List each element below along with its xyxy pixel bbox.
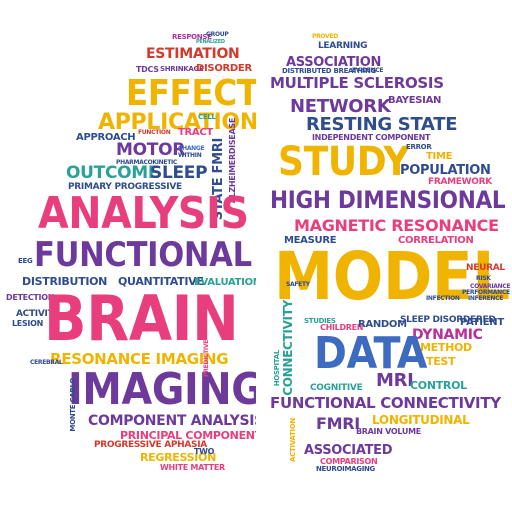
word-hospital: HOSPITAL [274, 350, 281, 386]
word-estimation: ESTIMATION [146, 47, 239, 61]
word-component-analysis: COMPONENT ANALYSIS [88, 414, 256, 428]
word-function: FUNCTION [138, 130, 170, 136]
word-sleep: SLEEP [150, 165, 207, 182]
word-imaging: IMAGING [68, 368, 256, 412]
word-population: POPULATION [400, 164, 491, 177]
word-tract: TRACT [178, 128, 213, 138]
left-hemisphere: RESPONSE GROUP PENALIZED ESTIMATION TDCS… [0, 0, 256, 512]
word-activation: ACTIVATION [290, 418, 297, 462]
word-test: TEST [426, 356, 455, 367]
word-associated: ASSOCIATED [304, 444, 392, 457]
word-neural: NEURAL [466, 264, 505, 273]
word-error: ERROR [406, 144, 431, 151]
word-outcome: OUTCOME [66, 165, 159, 182]
word-effect: EFFECT [126, 76, 256, 112]
word-fmri: FMRI [316, 416, 360, 432]
word-progressive-aphasia: PROGRESSIVE APHASIA [94, 441, 207, 450]
word-cell: CELL [198, 114, 216, 121]
word-penalized: PENALIZED [196, 40, 225, 45]
word-functional: FUNCTIONAL [34, 238, 252, 272]
word-cognitive: COGNITIVE [310, 384, 362, 393]
word-inference: INFERENCE [468, 296, 503, 302]
word-predictive: PREDICTIVE [204, 340, 210, 377]
word-group: GROUP [206, 32, 228, 38]
word-connectivity-vertical: CONNECTIVITY [282, 300, 294, 396]
word-white-matter: WHITE MATTER [160, 464, 225, 472]
word-multiple-sclerosis: MULTIPLE SCLEROSIS [270, 76, 444, 91]
word-lesion: LESION [12, 320, 43, 328]
word-analysis: ANALYSIS [38, 192, 249, 236]
word-method: METHOD [420, 342, 472, 353]
word-control: CONTROL [410, 380, 467, 391]
word-study: STUDY [278, 142, 409, 182]
word-longitudinal: LONGITUDINAL [372, 414, 470, 426]
right-hemisphere: PROVED LEARNING ASSOCIATION DISTRIBUTED … [256, 0, 512, 512]
word-magnetic-resonance: MAGNETIC RESONANCE [294, 218, 499, 234]
word-safety: SAFETY [286, 282, 310, 288]
word-monte-carlo: MONTE CARLO [70, 378, 77, 432]
word-proved: PROVED [312, 34, 338, 40]
word-bayesian: BAYESIAN [388, 96, 441, 106]
word-functional-connectivity: FUNCTIONAL CONNECTIVITY [270, 396, 501, 411]
word-cerebral: CEREBRAL [30, 360, 62, 366]
word-two: TWO [194, 448, 214, 456]
word-risk: RISK [476, 276, 491, 282]
word-within: WITHIN [178, 153, 201, 159]
word-time: TIME [426, 152, 452, 162]
word-mri: MRI [376, 372, 414, 390]
word-resting-state: RESTING STATE [306, 116, 457, 134]
word-brain-volume: BRAIN VOLUME [356, 428, 421, 436]
word-neuroimaging: NEUROIMAGING [316, 466, 375, 473]
word-eeg: EEG [18, 258, 32, 265]
word-infection: INFECTION [426, 296, 460, 302]
word-learning: LEARNING [318, 42, 367, 51]
word-motor: MOTOR [116, 142, 185, 159]
word-high-dimensional: HIGH DIMENSIONAL [270, 188, 505, 212]
